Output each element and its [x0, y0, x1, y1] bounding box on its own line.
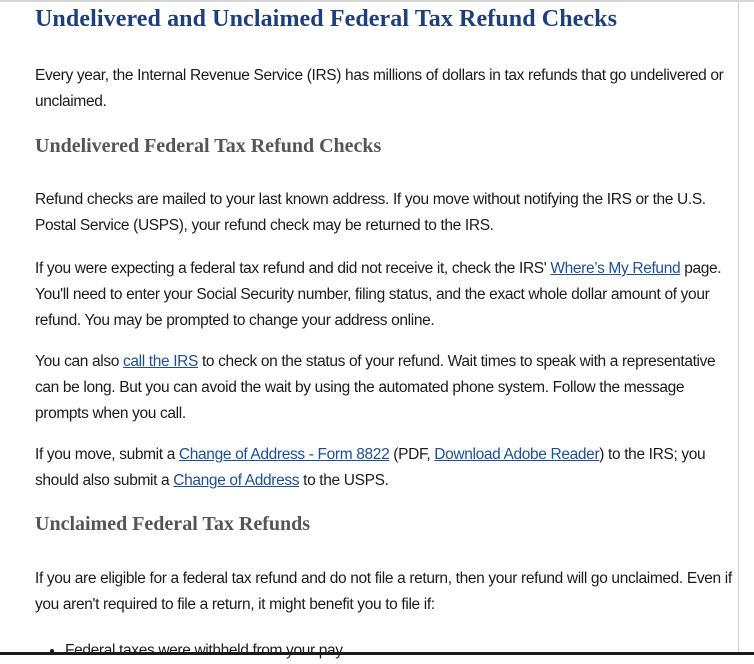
list-item: Federal taxes were withheld from your pa…	[65, 638, 343, 664]
section-heading-unclaimed: Unclaimed Federal Tax Refunds	[35, 513, 311, 535]
text: You can also	[35, 353, 123, 370]
paragraph: If you move, submit a Change of Address …	[35, 442, 735, 494]
intro-paragraph: Every year, the Internal Revenue Service…	[35, 67, 724, 110]
paragraph: Refund checks are mailed to your last kn…	[35, 191, 706, 234]
bullet-list: Federal taxes were withheld from your pa…	[35, 638, 343, 664]
page-title: Undelivered and Unclaimed Federal Tax Re…	[35, 6, 618, 32]
text: to the USPS.	[299, 472, 389, 489]
text: If you move, submit a	[35, 446, 179, 463]
download-adobe-reader-link[interactable]: Download Adobe Reader	[434, 446, 600, 463]
form-8822-link[interactable]: Change of Address - Form 8822	[178, 446, 390, 463]
call-the-irs-link[interactable]: call the IRS	[122, 353, 199, 370]
section-heading-undelivered: Undelivered Federal Tax Refund Checks	[35, 135, 382, 157]
paragraph: If you are eligible for a federal tax re…	[35, 570, 732, 613]
usps-change-of-address-link[interactable]: Change of Address	[173, 472, 300, 489]
text: ) to the IRS; you should also submit a	[35, 446, 706, 489]
paragraph: If you were expecting a federal tax refu…	[35, 256, 735, 334]
text: If you were expecting a federal tax refu…	[35, 260, 551, 277]
text: page. You'll need to enter your Social S…	[35, 260, 722, 329]
text: (PDF,	[389, 446, 435, 463]
bottom-bar	[0, 652, 754, 655]
text: to check on the status of your refund. W…	[35, 353, 716, 422]
top-border	[0, 0, 754, 2]
right-border	[738, 2, 739, 652]
wheres-my-refund-link[interactable]: Where’s My Refund	[550, 260, 681, 277]
paragraph: You can also call the IRS to check on th…	[35, 349, 735, 427]
